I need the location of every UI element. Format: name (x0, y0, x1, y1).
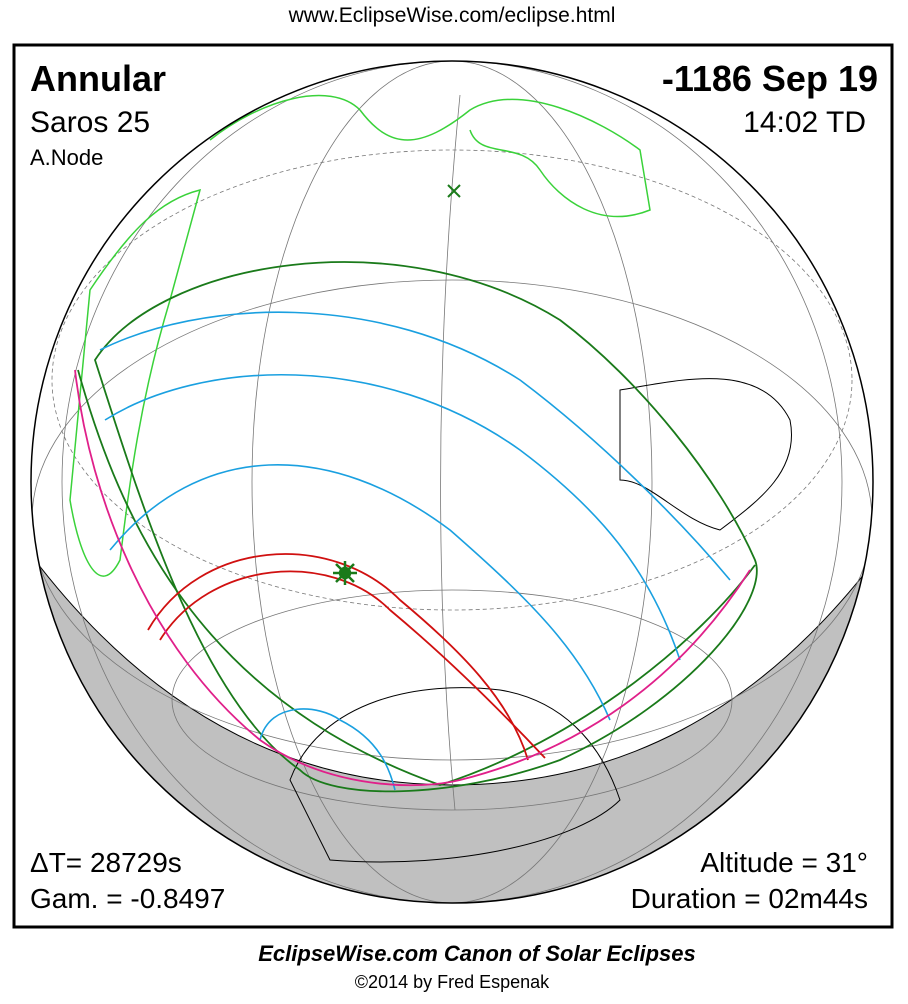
time: 14:02 TD (743, 106, 866, 139)
coast (69, 188, 202, 577)
date: -1186 Sep 19 (662, 58, 878, 99)
central-path (147, 553, 529, 761)
sub-solar-mark (447, 184, 461, 198)
rise-set-curve (74, 369, 751, 787)
contact-curve (104, 374, 681, 661)
gamma: Gam. = -0.8497 (30, 883, 225, 914)
node: A.Node (30, 145, 103, 170)
penumbra-limit (94, 261, 758, 793)
altitude: Altitude = 31° (700, 847, 868, 878)
copyright: ©2014 by Fred Espenak (355, 972, 550, 992)
coast (289, 687, 621, 863)
central-path (159, 570, 546, 759)
saros: Saros 25 (30, 106, 150, 139)
footer-title: EclipseWise.com Canon of Solar Eclipses (258, 941, 696, 966)
contact-curve (109, 464, 611, 721)
contact-curve (99, 311, 731, 581)
frame (12, 43, 894, 929)
coast (209, 94, 651, 218)
delta-t: ΔT= 28729s (30, 847, 182, 878)
globe-outline (30, 60, 874, 904)
penumbra-limit (77, 369, 756, 786)
url: www.EclipseWise.com/eclipse.html (288, 4, 616, 27)
greatest-eclipse (333, 561, 357, 585)
duration: Duration = 02m44s (631, 883, 868, 914)
eclipse-type: Annular (30, 58, 166, 99)
coast (619, 378, 792, 531)
globe (31, 61, 873, 903)
contact-curve (259, 708, 396, 791)
